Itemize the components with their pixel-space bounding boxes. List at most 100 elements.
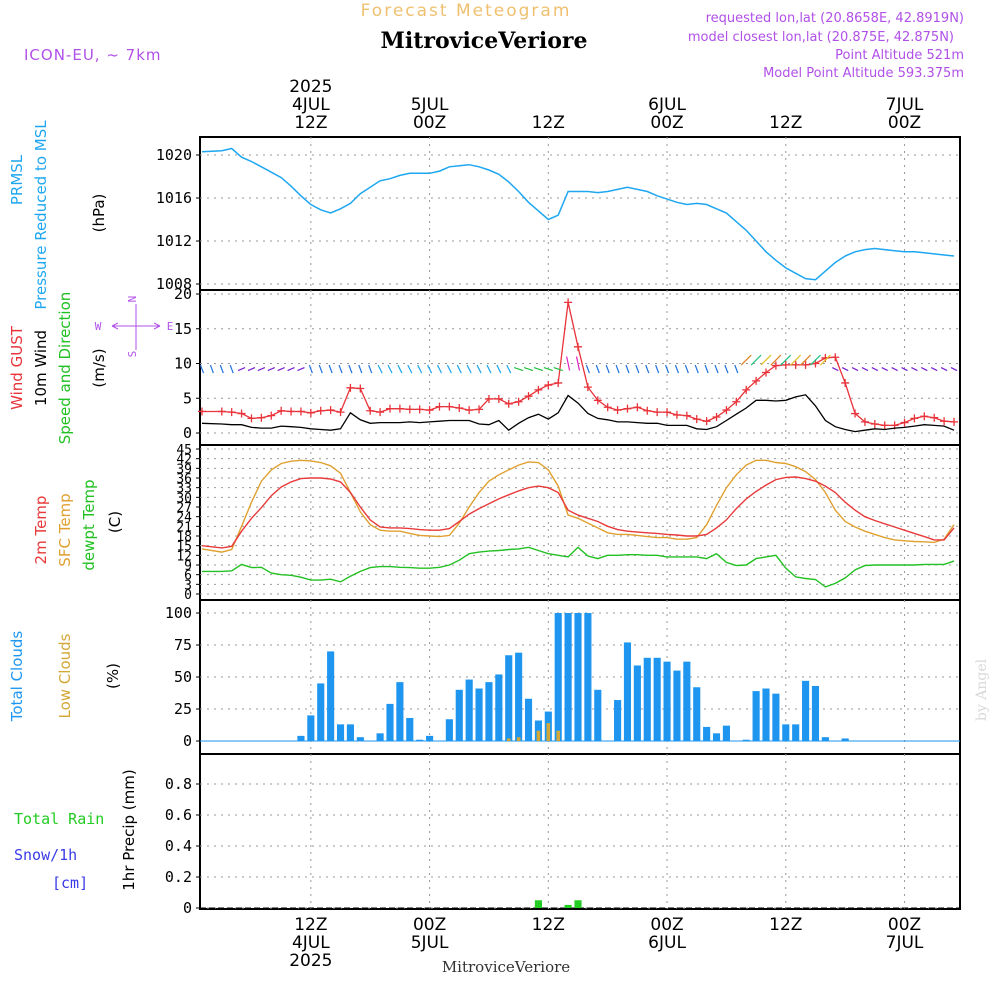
rain-bar: [534, 900, 542, 908]
panel-frame-wind: [199, 289, 961, 446]
10m-wind-line: [201, 394, 955, 433]
rain-bar: [574, 900, 582, 908]
total-clouds-bar: [683, 661, 691, 741]
total-clouds-bar: [584, 613, 592, 741]
total-clouds-bar: [841, 738, 849, 741]
total-clouds-bar: [693, 687, 701, 741]
gust-marker: [247, 414, 256, 423]
y-tick-label: 1008: [156, 275, 192, 293]
bottom-time-label: 12Z: [532, 915, 565, 935]
y-tick-label: 36: [176, 472, 192, 487]
total-clouds-bar: [485, 682, 493, 741]
total-clouds-bar: [406, 717, 414, 741]
y-tick-label: 0.6: [165, 806, 192, 824]
total-clouds-bar: [821, 737, 829, 741]
wind-direction-arrow: [724, 364, 729, 374]
gust-marker: [524, 392, 533, 401]
label-wind-gust: Wind GUST: [8, 325, 26, 410]
top-time-label: 12Z: [769, 113, 802, 133]
gust-marker: [672, 410, 681, 419]
y-tick-label: 15: [174, 320, 192, 338]
gust-marker: [455, 403, 464, 412]
wind-direction-arrow: [841, 367, 849, 372]
wind-direction-arrow: [219, 364, 224, 374]
wind-direction-arrow: [417, 364, 423, 374]
wind-direction-arrow: [664, 364, 670, 374]
wind-direction-arrow: [566, 356, 571, 371]
wind-direction-arrow: [780, 354, 792, 366]
wind-direction-arrow: [338, 364, 343, 374]
gust-marker: [395, 404, 404, 413]
gust-marker: [494, 394, 503, 403]
gust-marker: [851, 409, 860, 418]
2m-temp-line: [201, 476, 955, 549]
wind-direction-arrow: [625, 364, 630, 374]
wind-direction-arrow: [760, 354, 772, 366]
wind-direction-arrow: [328, 364, 333, 374]
top-time-label: 00Z: [888, 113, 921, 133]
gust-marker: [415, 405, 424, 414]
gust-marker: [554, 378, 563, 387]
y-tick-label: 27: [176, 501, 192, 516]
wind-direction-arrow: [575, 356, 581, 371]
total-clouds-bar: [643, 657, 651, 741]
wind-direction-arrow: [930, 367, 938, 372]
total-clouds-bar: [594, 689, 602, 741]
y-tick-label: 18: [176, 530, 192, 545]
total-clouds-bar: [317, 683, 325, 741]
gust-marker: [198, 407, 206, 416]
wind-direction-arrow: [318, 364, 323, 374]
top-date-label: 5JUL: [411, 95, 449, 115]
gust-marker: [484, 394, 493, 403]
wind-direction-arrow: [476, 364, 482, 374]
wind-direction-arrow: [446, 364, 452, 374]
y-tick-label: 0: [183, 424, 192, 442]
gust-marker: [405, 405, 414, 414]
gust-marker: [237, 409, 246, 418]
gust-marker: [712, 413, 721, 422]
gust-marker: [326, 406, 335, 415]
total-clouds-bar: [445, 719, 453, 741]
gust-marker: [692, 415, 701, 424]
label-2m-temp: 2m Temp: [32, 496, 50, 565]
total-clouds-bar: [426, 735, 434, 741]
gust-marker: [534, 385, 543, 394]
y-tick-label: 9: [184, 559, 192, 574]
bottom-time-label: 00Z: [888, 915, 921, 935]
y-tick-label: 30: [176, 491, 192, 506]
total-clouds-bar: [653, 657, 661, 741]
total-clouds-bar: [633, 665, 641, 741]
gust-marker: [613, 406, 622, 415]
panel-frame-precip: [199, 753, 961, 910]
gust-marker: [771, 361, 780, 370]
top-date-label: 6JUL: [648, 95, 686, 115]
rain-bar: [564, 904, 572, 908]
wind-direction-arrow: [851, 367, 859, 372]
sfc-temp-line: [201, 459, 955, 553]
total-clouds-bar: [524, 698, 533, 741]
wind-direction-arrow: [585, 364, 590, 374]
y-tick-label: 24: [176, 511, 192, 526]
gust-marker: [860, 417, 869, 426]
y-tick-label: 0: [183, 899, 192, 917]
wind-direction-arrow: [277, 367, 285, 372]
credit-text: by Angel: [974, 658, 990, 721]
wind-direction-arrow: [674, 364, 680, 374]
gust-marker: [653, 408, 662, 417]
wind-direction-arrow: [287, 367, 295, 372]
label-prmsl: PRMSL: [8, 154, 26, 205]
total-clouds-bar: [772, 693, 780, 741]
wind-direction-arrow: [348, 364, 353, 374]
bottom-time-label: 00Z: [650, 915, 683, 935]
gust-marker: [841, 378, 850, 387]
y-tick-label: 21: [176, 520, 192, 535]
gust-marker: [623, 404, 632, 413]
gust-marker: [277, 406, 286, 415]
wind-direction-arrow: [267, 367, 275, 372]
label-pressure-unit: (hPa): [90, 194, 108, 233]
label-pressure-msl: Pressure Reduced to MSL: [32, 120, 50, 310]
gust-marker: [643, 406, 652, 415]
label-dewpt-temp: dewpt Temp: [80, 479, 98, 570]
wind-direction-arrow: [595, 364, 600, 374]
gust-marker: [445, 402, 454, 411]
